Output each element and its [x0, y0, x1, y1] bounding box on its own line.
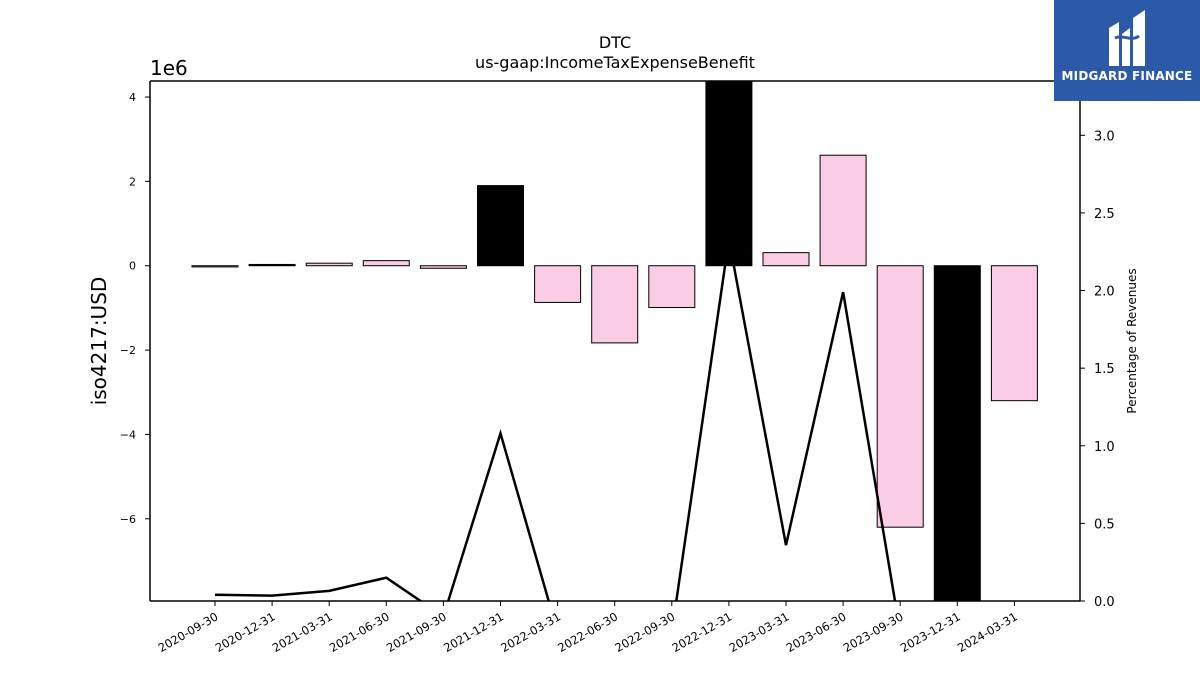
bar-2023-09-30: [876, 265, 924, 528]
x-tick-label: 2022-12-31: [670, 609, 735, 655]
bar-2023-03-31: [762, 252, 810, 267]
y2-tick-label: 1.5: [1094, 362, 1115, 377]
bar-2023-06-30: [819, 154, 867, 267]
x-tick-label: 2020-09-30: [156, 609, 221, 655]
bar-2020-09-30: [191, 265, 239, 268]
x-tick-label: 2023-06-30: [784, 609, 849, 655]
y-tick-label: −2: [120, 344, 136, 357]
bar-2021-06-30: [362, 260, 410, 267]
x-tick-label: 2023-12-31: [898, 609, 963, 655]
bar-2022-09-30: [648, 265, 696, 308]
y2-tick-label: 1.0: [1094, 440, 1115, 455]
y-tick-label: 4: [129, 91, 136, 104]
x-tick-label: 2022-06-30: [555, 609, 620, 655]
y2-tick-label: 2.5: [1094, 207, 1115, 222]
x-tick-label: 2021-09-30: [384, 609, 449, 655]
bar-2022-06-30: [591, 265, 639, 344]
x-tick-label: 2021-12-31: [441, 609, 506, 655]
y-tick-label: −4: [120, 428, 136, 441]
x-tick-label: 2024-03-31: [955, 609, 1020, 655]
x-tick-label: 2023-03-31: [727, 609, 792, 655]
percentage-line: [214, 239, 897, 601]
midgard-logo-icon: [1109, 10, 1145, 66]
y2-tick-label: 0.0: [1094, 595, 1115, 610]
logo-text: MIDGARD FINANCE: [1061, 69, 1193, 83]
bar-2024-03-31: [990, 265, 1038, 402]
y-tick-label: 2: [129, 175, 136, 188]
bar-2020-12-31: [248, 263, 296, 267]
x-tick-label: 2020-12-31: [213, 609, 278, 655]
bar-2022-03-31: [534, 265, 582, 303]
x-tick-label: 2021-03-31: [270, 609, 335, 655]
y2-tick-label: 2.0: [1094, 285, 1115, 300]
y-tick-label: 0: [129, 260, 136, 273]
y-offset-label: 1e6: [150, 56, 188, 80]
y2-axis-label: Percentage of Revenues: [1125, 268, 1139, 413]
bar-2021-09-30: [419, 265, 467, 269]
bar-2022-12-31: [705, 81, 753, 267]
x-tick-label: 2022-03-31: [498, 609, 563, 655]
y-axis-label: iso4217:USD: [87, 277, 111, 406]
chart-title: DTC: [599, 33, 631, 52]
chart-subtitle: us-gaap:IncomeTaxExpenseBenefit: [475, 53, 755, 72]
x-tick-label: 2022-09-30: [612, 609, 677, 655]
midgard-finance-logo: MIDGARD FINANCE: [1054, 0, 1200, 101]
y2-tick-label: 3.0: [1094, 129, 1115, 144]
bar-2021-12-31: [477, 185, 524, 267]
bar-2021-03-31: [305, 262, 353, 267]
y2-tick-label: 0.5: [1094, 517, 1115, 532]
x-tick-label: 2021-06-30: [327, 609, 392, 655]
x-tick-label: 2023-09-30: [841, 609, 906, 655]
y-tick-label: −6: [120, 513, 136, 526]
bar-2023-12-31: [933, 265, 981, 601]
